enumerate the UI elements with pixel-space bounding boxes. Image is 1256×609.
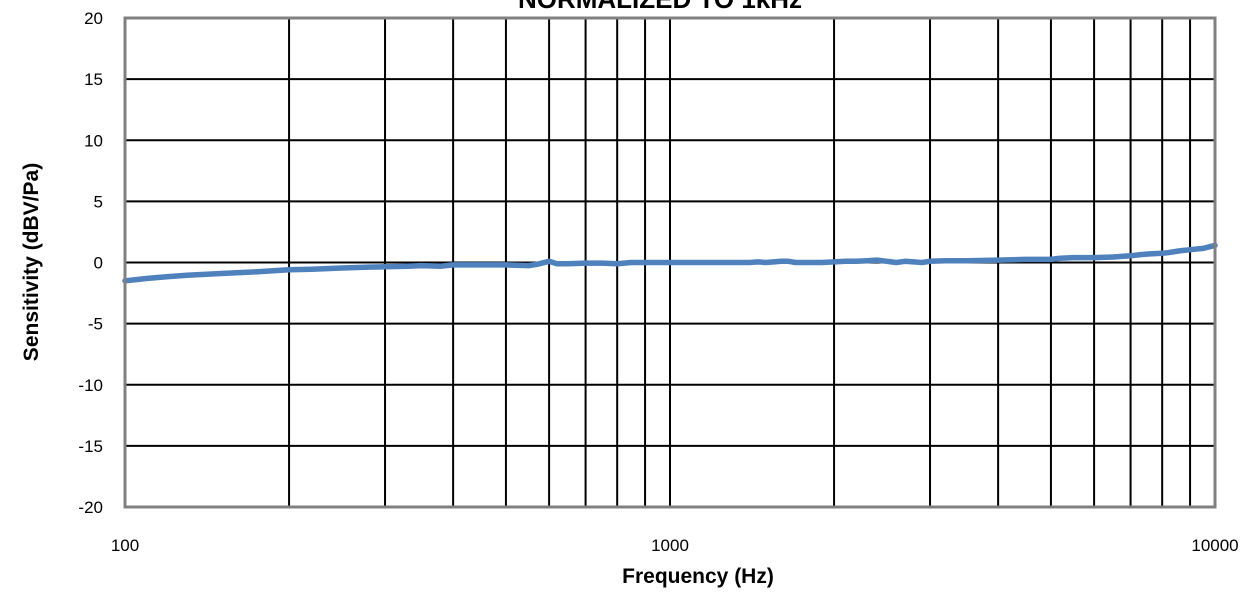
plot-area-frame xyxy=(123,16,1217,509)
y-tick-label: -10 xyxy=(78,376,103,395)
chart-title: NORMALIZED TO 1kHz xyxy=(518,0,802,14)
y-tick-labels: 20 15 10 5 0 -5 -10 -15 -20 xyxy=(78,9,103,517)
y-tick-label: 10 xyxy=(84,131,103,150)
y-tick-label: -15 xyxy=(78,437,103,456)
y-tick-label: -20 xyxy=(78,498,103,517)
y-tick-label: 20 xyxy=(84,9,103,28)
x-axis-title: Frequency (Hz) xyxy=(622,565,774,588)
x-tick-label: 100 xyxy=(111,536,139,555)
y-tick-label: 0 xyxy=(94,254,103,273)
x-tick-labels: 100 1000 10000 xyxy=(111,536,1239,555)
y-tick-label: 5 xyxy=(94,192,103,211)
grid xyxy=(125,18,1215,507)
series-line xyxy=(122,242,1218,284)
y-tick-label: 15 xyxy=(84,70,103,89)
x-tick-label: 1000 xyxy=(651,536,689,555)
x-tick-label: 10000 xyxy=(1191,536,1238,555)
y-tick-label: -5 xyxy=(88,315,103,334)
series-layer xyxy=(122,242,1218,284)
y-axis-title: Sensitivity (dBV/Pa) xyxy=(20,163,43,361)
